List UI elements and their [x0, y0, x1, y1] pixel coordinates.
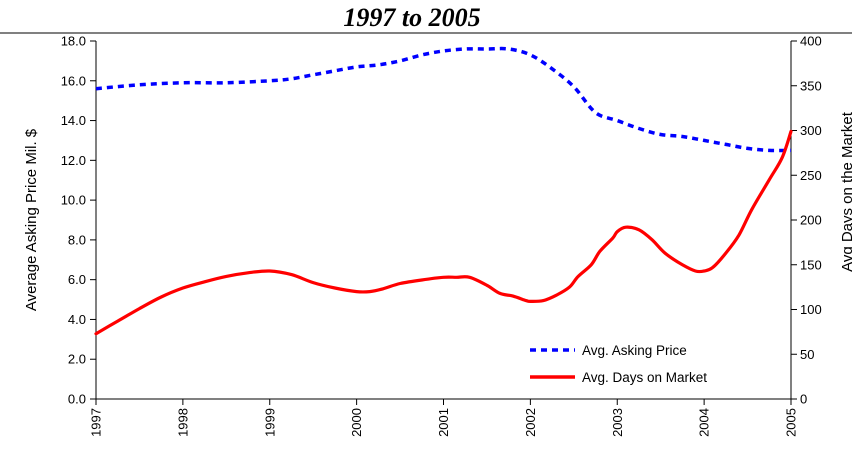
left-y-ticks: 0.0 2.0 4.0 6.0 8.0 10.0 12.0 14.0 16.0 18.0 — [61, 34, 96, 407]
x-tick-label: 2000 — [349, 408, 364, 437]
x-tick-label: 1999 — [262, 408, 277, 437]
right-y-tick-label: 150 — [800, 257, 822, 272]
left-y-tick-label: 14.0 — [61, 113, 86, 128]
left-y-tick-label: 8.0 — [68, 232, 86, 247]
series-line-days-on-market — [94, 129, 793, 336]
legend-label-days-on-market: Avg. Days on Market — [582, 370, 707, 385]
left-y-tick-label: 2.0 — [68, 352, 86, 367]
right-y-ticks: 0 50 100 150 200 250 300 350 400 — [791, 34, 822, 407]
right-y-tick-label: 400 — [800, 34, 822, 49]
x-tick-label: 2002 — [523, 408, 538, 437]
chart-title: 1997 to 2005 — [343, 3, 480, 32]
right-y-tick-label: 100 — [800, 302, 822, 317]
series-line-asking-price — [95, 46, 792, 153]
x-tick-label: 2005 — [784, 408, 799, 437]
series-layer — [94, 46, 793, 336]
left-y-axis-title: Average Asking Price Mil. $ — [23, 128, 40, 311]
x-tick-label: 1997 — [89, 408, 104, 437]
left-y-tick-label: 10.0 — [61, 193, 86, 208]
left-y-tick-label: 0.0 — [68, 392, 86, 407]
x-tick-label: 1998 — [175, 408, 190, 437]
left-y-tick-label: 18.0 — [61, 34, 86, 49]
legend: Avg. Asking Price Avg. Days on Market — [530, 343, 707, 385]
left-y-tick-label: 6.0 — [68, 272, 86, 287]
x-tick-label: 2004 — [697, 408, 712, 437]
right-y-axis-title: Avg Days on the Market — [839, 111, 852, 272]
right-y-tick-label: 350 — [800, 78, 822, 93]
x-tick-label: 2003 — [610, 408, 625, 437]
legend-label-asking-price: Avg. Asking Price — [582, 343, 687, 358]
left-y-tick-label: 16.0 — [61, 73, 86, 88]
right-y-tick-label: 0 — [800, 392, 807, 407]
right-y-tick-label: 250 — [800, 168, 822, 183]
right-y-tick-label: 200 — [800, 213, 822, 228]
left-y-tick-label: 12.0 — [61, 153, 86, 168]
x-ticks: 1997 1998 1999 2000 2001 2002 2003 2004 2005 — [89, 399, 799, 437]
right-y-tick-label: 50 — [800, 347, 814, 362]
left-y-tick-label: 4.0 — [68, 312, 86, 327]
x-tick-label: 2001 — [436, 408, 451, 437]
right-y-tick-label: 300 — [800, 123, 822, 138]
